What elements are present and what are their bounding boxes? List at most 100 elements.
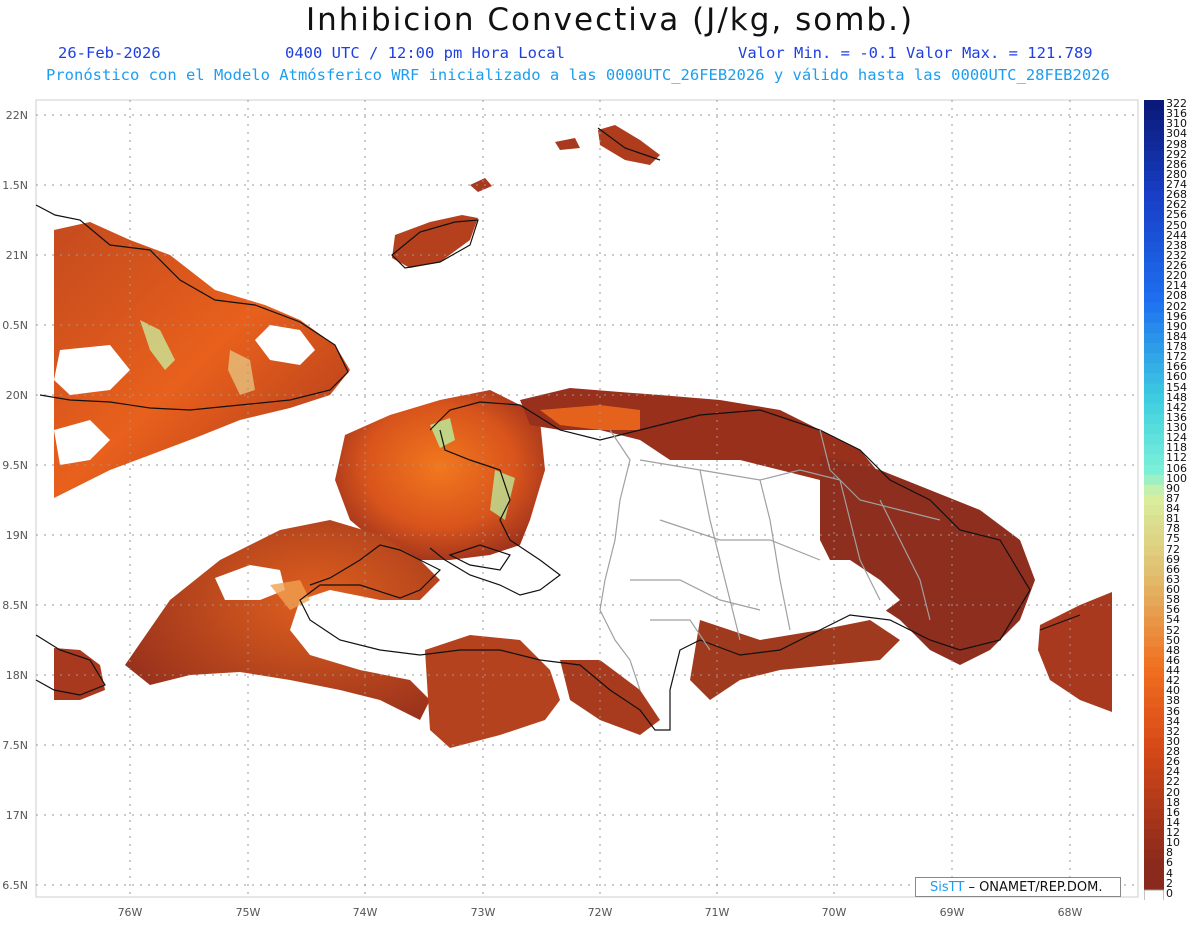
colorbar-swatch bbox=[1144, 788, 1164, 800]
colorbar-label: 202 bbox=[1166, 299, 1187, 313]
colorbar-label: 42 bbox=[1166, 674, 1180, 688]
colorbar-swatch bbox=[1144, 525, 1164, 536]
colorbar-label: 232 bbox=[1166, 248, 1187, 262]
map-frame bbox=[35, 99, 1139, 898]
field-cuba-pale-streak bbox=[140, 320, 175, 370]
colorbar-label: 136 bbox=[1166, 410, 1187, 424]
colorbar-swatch bbox=[1144, 484, 1164, 496]
colorbar-label: 310 bbox=[1166, 117, 1187, 131]
colorbar-label: 118 bbox=[1166, 441, 1187, 455]
colorbar-swatch bbox=[1144, 717, 1164, 729]
colorbar-label: 58 bbox=[1166, 593, 1180, 607]
colorbar-label: 172 bbox=[1166, 350, 1187, 364]
field-south-band-west bbox=[125, 520, 440, 720]
colorbar-label: 190 bbox=[1166, 319, 1187, 333]
field-east-dr-hole bbox=[810, 560, 900, 615]
coast-jamaica bbox=[35, 634, 106, 696]
colorbar-swatch bbox=[1144, 555, 1164, 567]
model-description: Pronóstico con el Modelo Atmósferico WRF… bbox=[46, 66, 1110, 84]
colorbar-swatch bbox=[1144, 758, 1164, 769]
colorbar-label: 30 bbox=[1166, 734, 1180, 748]
colorbar-swatch bbox=[1144, 737, 1164, 749]
colorbar-label: 142 bbox=[1166, 400, 1187, 414]
colorbar-label: 40 bbox=[1166, 684, 1180, 698]
colorbar-label: 292 bbox=[1166, 147, 1187, 161]
colorbar-label: 32 bbox=[1166, 724, 1180, 738]
colorbar-label: 36 bbox=[1166, 704, 1180, 718]
organization-label: – ONAMET/REP.DOM. bbox=[968, 880, 1103, 895]
lat-label: 20N bbox=[5, 389, 28, 402]
colorbar-label: 256 bbox=[1166, 208, 1187, 222]
colorbar-swatch bbox=[1144, 373, 1164, 385]
colorbar-label: 262 bbox=[1166, 198, 1187, 212]
colorbar-swatch bbox=[1144, 343, 1164, 354]
colorbar-swatch bbox=[1144, 575, 1164, 587]
field-south-central bbox=[425, 635, 560, 748]
colorbar-label: 56 bbox=[1166, 603, 1180, 617]
field-eastern-cuba bbox=[54, 222, 350, 498]
colorbar-label: 286 bbox=[1166, 157, 1187, 171]
colorbar-swatch bbox=[1144, 353, 1164, 364]
colorbar-swatch bbox=[1144, 839, 1164, 850]
colorbar-swatch bbox=[1144, 748, 1164, 759]
colorbar-label: 322 bbox=[1166, 97, 1187, 110]
colorbar-label: 66 bbox=[1166, 562, 1180, 576]
colorbar-swatch bbox=[1144, 626, 1164, 638]
colorbar-label: 16 bbox=[1166, 805, 1180, 819]
colorbar-swatch bbox=[1144, 312, 1164, 324]
colorbar-swatch bbox=[1144, 798, 1164, 810]
colorbar-swatch bbox=[1144, 211, 1164, 223]
field-cuba-pale-streak-2 bbox=[228, 350, 255, 395]
colorbar-swatch bbox=[1144, 100, 1164, 111]
colorbar-swatch bbox=[1144, 505, 1164, 516]
forecast-date: 26-Feb-2026 bbox=[58, 44, 161, 62]
colorbar-label: 250 bbox=[1166, 218, 1187, 232]
colorbar-swatch bbox=[1144, 565, 1164, 577]
colorbar-label: 22 bbox=[1166, 775, 1180, 789]
lat-label: 1.5N bbox=[2, 179, 28, 192]
colorbar-swatch bbox=[1144, 130, 1164, 142]
colorbar-swatch bbox=[1144, 687, 1164, 698]
colorbar-swatch bbox=[1144, 393, 1164, 405]
coast-gonave bbox=[448, 544, 511, 571]
colorbar-label: 38 bbox=[1166, 694, 1180, 708]
colorbar-label: 208 bbox=[1166, 289, 1187, 303]
colorbar-label: 196 bbox=[1166, 309, 1187, 323]
grid-lines bbox=[36, 100, 1138, 897]
colorbar-label: 166 bbox=[1166, 360, 1187, 374]
colorbar-swatch bbox=[1144, 727, 1164, 739]
colorbar-label: 178 bbox=[1166, 340, 1187, 354]
lon-label: 69W bbox=[939, 906, 965, 919]
field-windward-pale bbox=[430, 418, 455, 448]
province-borders bbox=[599, 429, 941, 691]
coast-puerto-rico bbox=[1039, 614, 1081, 631]
colorbar-label: 44 bbox=[1166, 664, 1180, 678]
cin-field bbox=[54, 125, 1112, 748]
brand-logo: SisTT bbox=[930, 880, 965, 895]
colorbar-swatch bbox=[1144, 889, 1164, 900]
colorbar-label: 75 bbox=[1166, 532, 1180, 546]
colorbar-label: 69 bbox=[1166, 552, 1180, 566]
colorbar bbox=[1144, 100, 1164, 900]
field-jamaica bbox=[54, 648, 105, 700]
colorbar-label: 304 bbox=[1166, 127, 1187, 141]
colorbar-swatch bbox=[1144, 160, 1164, 172]
colorbar-swatch bbox=[1144, 434, 1164, 445]
colorbar-swatch bbox=[1144, 808, 1164, 820]
colorbar-swatch bbox=[1144, 545, 1164, 557]
colorbar-swatch bbox=[1144, 849, 1164, 860]
colorbar-label: 20 bbox=[1166, 785, 1180, 799]
colorbar-swatch bbox=[1144, 150, 1164, 162]
field-south-hole bbox=[215, 565, 285, 600]
colorbar-swatch bbox=[1144, 444, 1164, 455]
colorbar-swatch bbox=[1144, 859, 1164, 871]
colorbar-label: 238 bbox=[1166, 238, 1187, 252]
colorbar-swatch bbox=[1144, 272, 1164, 283]
colorbar-label: 184 bbox=[1166, 329, 1187, 343]
lat-label: 7.5N bbox=[2, 739, 28, 752]
colorbar-label: 226 bbox=[1166, 259, 1187, 273]
colorbar-swatch bbox=[1144, 251, 1164, 263]
colorbar-swatch bbox=[1144, 869, 1164, 881]
min-max-values: Valor Min. = -0.1 Valor Max. = 121.789 bbox=[738, 44, 1093, 62]
colorbar-label: 2 bbox=[1166, 876, 1173, 890]
